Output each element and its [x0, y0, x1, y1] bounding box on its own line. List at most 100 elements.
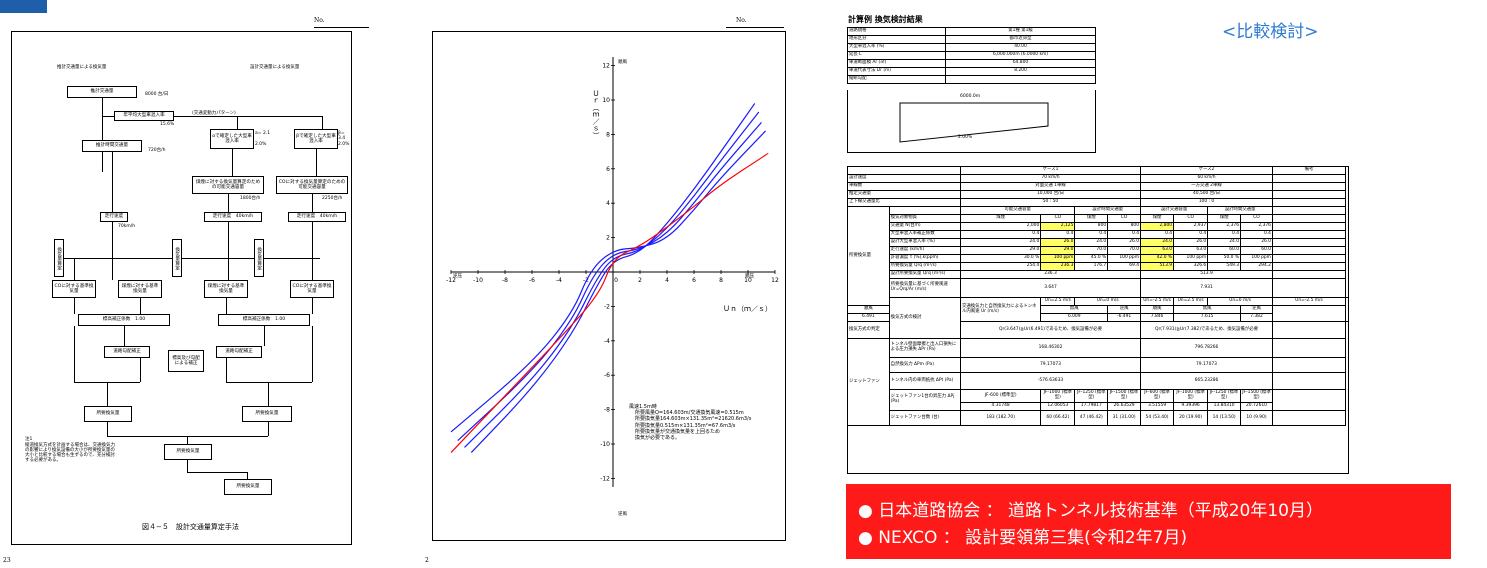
table-cell: 513.9 [1140, 270, 1273, 279]
table-cell: 逆風 [1107, 305, 1141, 314]
traffic-unit: 8000 台/日 [145, 92, 169, 97]
table-cell: 29.0 [1040, 246, 1076, 255]
table-cell: 60.0 [1240, 246, 1273, 255]
table-cell: 2,000 [959, 222, 1042, 231]
table-row: 設計所要換気量 Qrq (m³/s) 236.3 513.9 [848, 270, 1348, 279]
box-slope2: 道路勾配補正 [216, 346, 262, 358]
flowchart-page: 推計交通量による換気量 設計交通量による換気量 推計交通量 8000 台/日 年… [11, 31, 352, 545]
box-req2: 所要換気量 [242, 406, 292, 422]
x-tick-label: 12 [771, 277, 779, 284]
side-label-2: 換気量算定 [172, 239, 182, 277]
table-cell [1271, 190, 1346, 199]
table-cell: 煤煙 [959, 214, 1042, 223]
table-cell: 煤煙 [1207, 214, 1241, 223]
box-smoke-base2: 煤煙に対する基準換気量 [204, 280, 248, 298]
table-cell [1271, 321, 1346, 339]
box-speed2: 走行速度 40km/h [204, 212, 262, 222]
table-cell: Un=-2.5 m/s [1271, 297, 1346, 306]
table-cell: ジェットファン1台の昇圧力 ΔPj (Pa) [888, 389, 962, 411]
x-tick-label: 2 [638, 277, 642, 284]
page1-no-line [314, 27, 369, 28]
table-cell: 26.0 [1173, 238, 1209, 247]
table-cell: 0.4 [1240, 230, 1273, 239]
table-cell: 100 ppm [1040, 254, 1076, 263]
table-cell: 31 (31.00) [1107, 410, 1141, 426]
table-cell: 183 (182.70) [959, 410, 1042, 426]
x-tick-label: -6 [529, 277, 535, 284]
table-cell: 50 : 50 [960, 198, 1141, 207]
chart-series-line-3 [457, 121, 762, 442]
table-cell: 800 [1074, 222, 1109, 231]
table-cell: CO [1107, 214, 1141, 223]
table-cell [1271, 214, 1346, 223]
accent-bar [0, 0, 47, 13]
table-cell: 許容濃度 τ (%),k(ppm) [888, 254, 962, 263]
side-label-3: 換気量算定 [254, 239, 264, 277]
table-row: 車線数 対面交通 1車線 一方交通 2車線 [848, 182, 1348, 191]
note-line: 所要換気量0.515m×131.35m²=67.6m3/s [635, 422, 736, 429]
table-cell: 29.0 [959, 246, 1042, 255]
table-cell: Qr(7.931)≧Ur(7.382)であるため、換気設備が必要 [1140, 321, 1273, 339]
table-cell: 24.0 [1074, 238, 1109, 247]
table-cell: 236.3 [960, 270, 1141, 279]
y-tick-label: 4 [606, 200, 610, 207]
y-tick-label: 12 [602, 63, 610, 70]
table-cell [1271, 357, 1346, 373]
table-cell [1271, 198, 1346, 207]
table-row: 許容濃度 τ (%),k(ppm) 30.0 % 100 ppm 45.0 % 100 … [848, 254, 1348, 263]
info-label: 大型車混入率 (%) [847, 43, 946, 52]
table-cell: 2,937 [1173, 222, 1209, 231]
info-label: 車道断面積 Ar (㎡) [847, 59, 946, 68]
info-label: 地形区分 [847, 35, 946, 44]
table-cell: JF-1500 (標準型) [1107, 389, 1141, 403]
table-cell [1271, 238, 1346, 247]
box-large-ratio: 年平均大型車混入率 [114, 111, 174, 121]
table-cell: -576.63633 [960, 372, 1141, 390]
table-cell: 14 (13.50) [1207, 410, 1241, 426]
box-alt2: 標高補正係数 1.00 [218, 314, 310, 326]
chart-note: 風速1.5m時 所要風量Q=164.603m/交通換気風速=0.515m 所要換… [629, 404, 751, 441]
table-cell: 可能交通容量 [959, 206, 1076, 215]
x-tick-label: 6 [692, 277, 696, 284]
table-cell: 2,800 [1139, 222, 1175, 231]
info-value: 6,000.000m (6.0000 km) [945, 51, 1096, 60]
table-cell: 0.4 [1040, 230, 1076, 239]
table-cell: 走行速度 (km/h) [888, 246, 962, 255]
table-cell: 設計所要換気量 Qrq (m³/s) [888, 270, 962, 279]
table-cell: 176.7 [1074, 262, 1109, 271]
slope-diagram: 6000.0m 2.00% [847, 90, 1096, 153]
table-row: 設計大型車混入率 (%) 24.0 26.0 24.0 26.0 24.0 26.0 24.0… [848, 238, 1348, 247]
table-cell: 所要換気量 Qrq (m³/s) [888, 262, 962, 271]
speed1-val: 70km/h [118, 224, 136, 229]
table-cell: 7.615 [1173, 313, 1241, 322]
info-label: 道路規格 [847, 27, 946, 36]
box-hourly: 推計時間交通量 [82, 140, 142, 152]
table-cell: トンネル壁面摩擦と出入口損失による圧力損失 ΔPr (Pa) [888, 338, 962, 358]
table-cell: 逆風 [1240, 305, 1273, 314]
table-cell [1271, 372, 1346, 390]
table-cell [1271, 410, 1346, 426]
hourly-unit: 720台/h [148, 148, 166, 153]
slope-svg [899, 102, 1049, 143]
table-row: 上下線交通量比 50 : 50 100 : 0 [848, 198, 1348, 207]
note-line: 換気が必要である。 [635, 435, 680, 442]
large-ratio-val: 15.6% [160, 122, 175, 127]
table-cell: 13.84310 [1207, 402, 1241, 411]
table-cell [1271, 222, 1346, 231]
main-table-wrap: ケース1 ケース2 備考 設計速度 70 km/h 60 km/h 車線数 対面交通 1車線一… [847, 166, 1349, 474]
info-label: 縦断勾配 [847, 75, 946, 84]
y-tick-label: -2 [604, 303, 610, 310]
info-value: 8.200 [945, 67, 1096, 76]
case1-header: ケース1 [960, 167, 1141, 175]
table-cell: 10 (9.90) [1240, 410, 1273, 426]
box-speed3: 走行速度 40km/h [288, 212, 346, 222]
box-alt1: 標高補正係数 1.00 [78, 314, 170, 326]
note-text: 縦道換気方式を計画する場合は、交通換気力の影響により換気設備の大小が所要換気量の… [25, 443, 115, 463]
table-cell: 70.0 [1074, 246, 1109, 255]
table-cell: JF-1000 (標準型) [1173, 389, 1209, 403]
chart-page: -12 -10 -8 -6 -4 -2 0 2 4 6 8 10 12 12 10 8 6 4 2 -2 -4 -6 -8-… [432, 31, 786, 541]
table-cell: JF-600 (標準型) [959, 389, 1042, 403]
table-cell: 7.846 [1139, 313, 1175, 322]
table-cell: 168.46302 [960, 338, 1141, 358]
